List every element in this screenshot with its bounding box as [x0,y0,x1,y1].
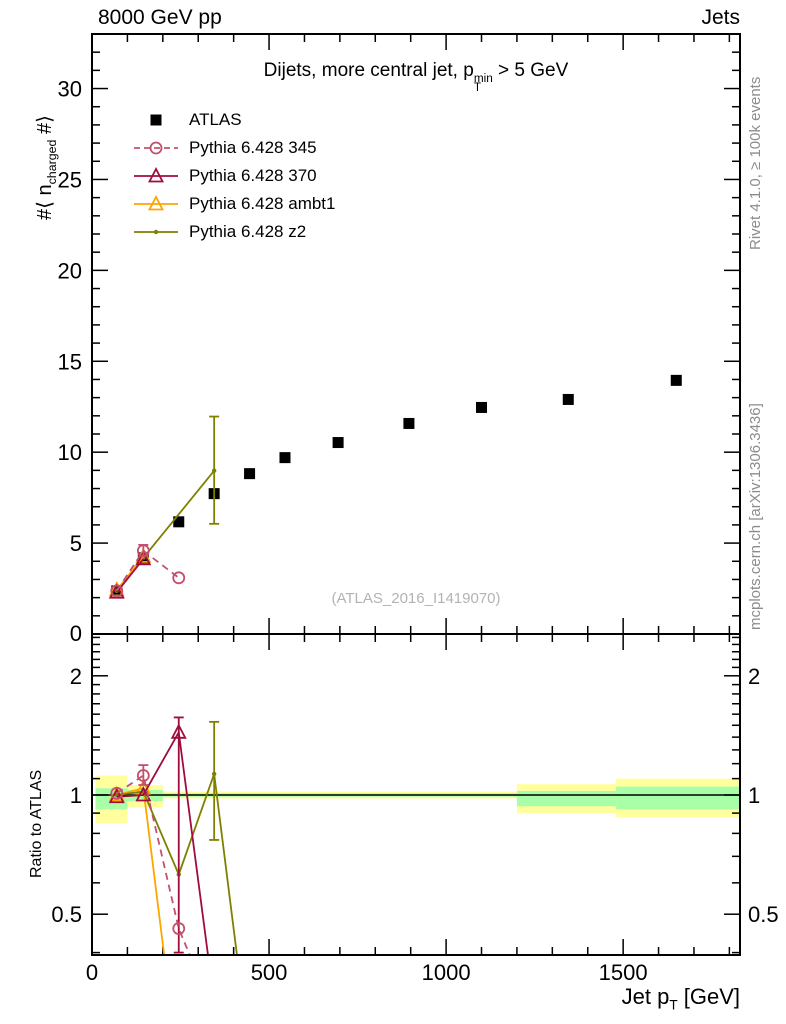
data-point-triangle [170,723,187,739]
legend-entry: Pythia 6.428 ambt1 [132,190,335,218]
beam-energy-label: 8000 GeV pp [98,6,222,29]
ratio-y-tick-label: 0.5 [748,902,779,927]
data-point-triangle [148,167,164,183]
data-point-triangle [135,786,152,802]
main-y-tick-label: 15 [58,349,82,374]
rivet-version-note: Rivet 4.1.0, ≥ 100k events [747,76,764,250]
series-line [116,773,238,955]
series-pythia-6-428-z2 [114,415,220,594]
x-tick-label: 500 [251,960,288,985]
legend-label: Pythia 6.428 370 [189,166,317,185]
data-point-triangle [135,549,152,566]
main-y-axis-title: #⟨ ncharged #⟩ [34,115,59,220]
main-y-tick-label: 30 [58,77,82,102]
legend-marker-triangle-open [134,195,178,211]
x-axis-title: Jet pT [GeV] [621,984,740,1013]
data-point-square [562,393,574,405]
ratio-y-tick-label: 0.5 [51,902,82,927]
legend-entry: Pythia 6.428 345 [132,134,335,162]
series-pythia-6-428-370 [108,716,209,955]
axis-ticks [92,34,740,955]
series-line [116,774,191,955]
data-point-circle [172,922,186,935]
data-point-square [244,468,256,480]
data-point-square [670,374,682,386]
data-point-circle [136,544,150,558]
data-point-square [476,401,488,413]
ratio-y-tick-label: 2 [70,664,82,689]
main-y-tick-label: 10 [58,440,82,465]
legend-label: Pythia 6.428 345 [189,138,317,157]
legend-label: Pythia 6.428 ambt1 [189,194,336,213]
data-point-circle [149,141,163,155]
data-point-square [279,452,291,464]
legend-entry: Pythia 6.428 z2 [132,218,335,246]
legend-marker-square-filled [150,114,162,126]
main-y-tick-label: 20 [58,258,82,283]
data-point-triangle [148,195,164,211]
ratio-y-tick-label: 1 [748,783,760,808]
plot-title: Dijets, more central jet, p min T > 5 GeV [263,60,569,95]
ratio-y-axis-title: Ratio to ATLAS [28,769,45,878]
data-point-circle [110,584,124,598]
data-point-triangle [108,583,125,599]
main-y-tick-label: 5 [70,531,82,556]
main-y-tick-label: 25 [58,167,82,192]
data-point-circle [136,769,150,782]
series-atlas [111,374,682,597]
x-tick-label: 1000 [422,960,471,985]
data-point-dot [211,771,217,777]
series-pythia-6-428-345 [110,764,191,955]
x-tick-label: 0 [86,960,98,985]
legend-label: Pythia 6.428 z2 [189,222,307,241]
plot-title-text: Dijets, more central jet, p [263,60,474,81]
data-point-square [403,417,415,429]
legend-marker-circle-open [134,141,178,155]
data-point-dot [153,229,159,235]
band-green [616,786,740,810]
legend-entry: Pythia 6.428 370 [132,162,335,190]
legend: ATLAS Pythia 6.428 345 Pythia 6.428 370 Pyt… [132,106,335,246]
series-pythia-6-428-z2 [114,720,238,955]
ratio-y-tick-label: 1 [70,783,82,808]
data-point-circle [110,786,124,800]
series-pythia-6-428-345 [110,544,186,598]
series-line [116,787,166,955]
legend-marker-triangle-open [134,167,178,183]
ratio-y-tick-label: 2 [748,664,760,689]
mcplots-arxiv-note: mcplots.cern.ch [arXiv:1306.3436] [747,403,764,630]
x-tick-label: 1500 [599,960,648,985]
data-point-dot [211,468,217,473]
data-point-square [173,516,185,528]
main-y-tick-label: 0 [70,621,82,646]
band-green [516,790,617,807]
series-line [116,729,209,955]
ratio-panel-frame [91,633,741,956]
legend-entry: ATLAS [132,106,335,134]
data-point-square [332,437,344,449]
data-point-square [150,114,162,126]
analysis-group-label: Jets [701,6,740,29]
legend-label: ATLAS [189,110,242,129]
data-point-circle [172,571,186,585]
legend-marker-dot [134,229,178,235]
data-point-triangle [108,787,125,804]
pt-min-supsub: min T [473,72,493,95]
watermark: (ATLAS_2016_I1419070) [331,590,501,607]
